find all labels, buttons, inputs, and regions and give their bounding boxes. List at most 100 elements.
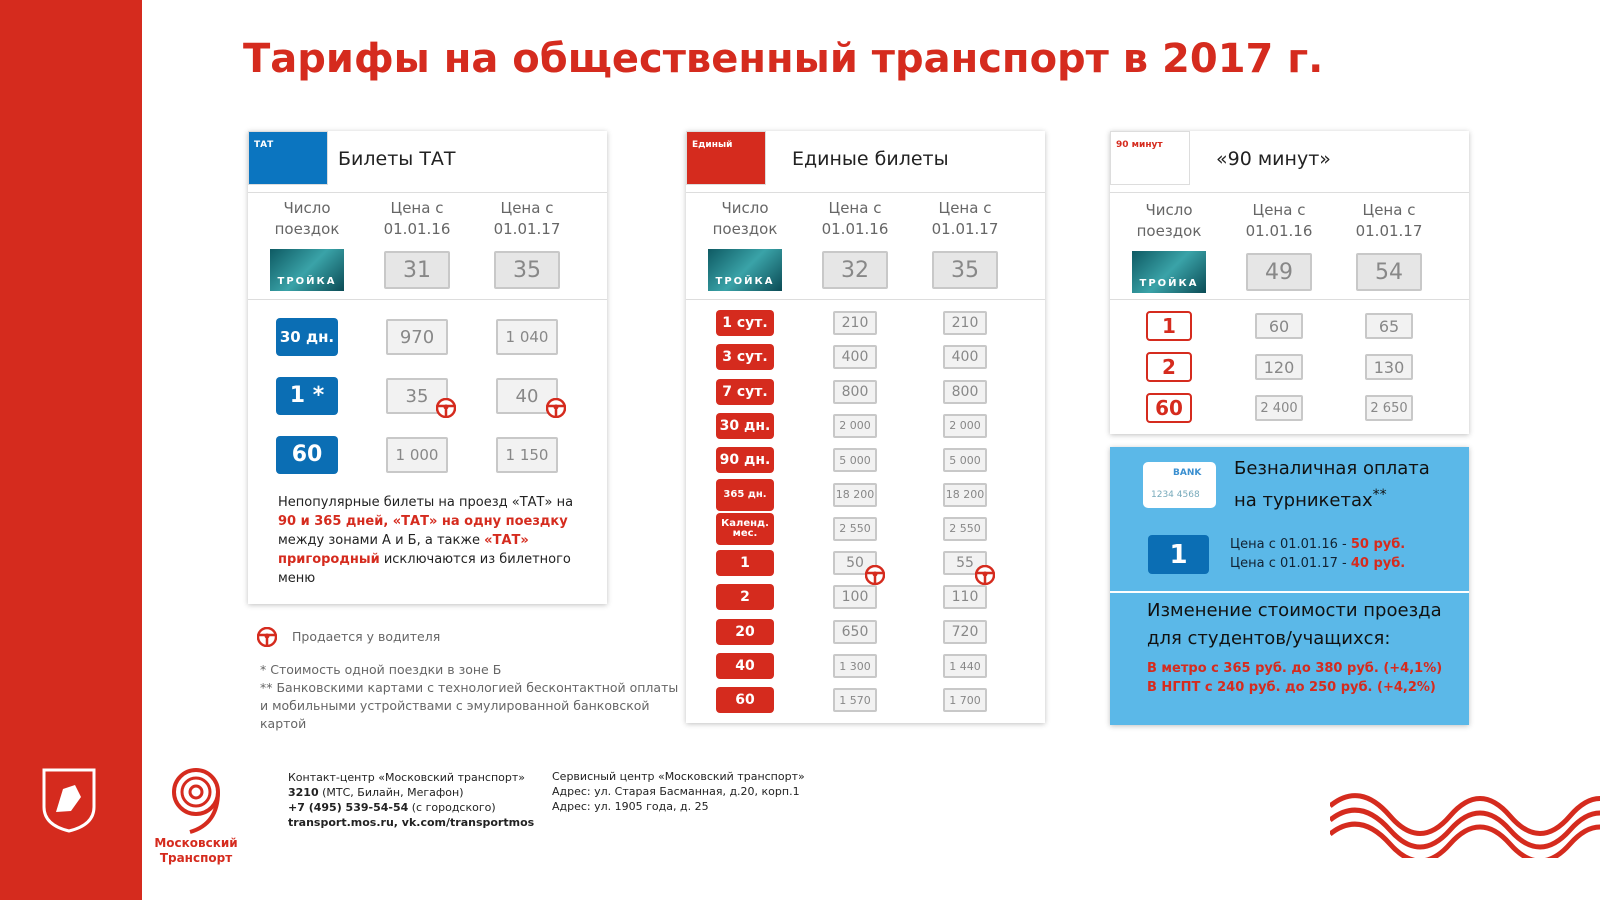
column-header: Цена с 01.01.16 <box>1245 201 1313 240</box>
bank-title-mark: ** <box>1372 487 1387 503</box>
bank-row-label: 1 <box>1148 535 1209 574</box>
bank-title: Безналичная оплата на турникетах** <box>1234 455 1444 514</box>
students-line: В метро с 365 руб. до 380 руб. (+4,1%) <box>1147 661 1443 676</box>
panel-name: Билеты ТАТ <box>338 148 456 170</box>
note-text: между зонами А и Б, а также <box>278 533 485 548</box>
footnote: * Стоимость одной поездки в зоне Б <box>260 662 502 677</box>
price-tag: 1 150 <box>496 437 558 473</box>
separator <box>1110 299 1469 300</box>
price-tag: 18 200 <box>943 482 987 507</box>
row-label: 1 <box>1146 311 1192 341</box>
price-tag: 32 <box>822 251 888 289</box>
row-label: 3 сут. <box>716 344 774 371</box>
column-header: Число поездок <box>1136 201 1202 240</box>
separator <box>248 299 607 300</box>
price-tag: 2 000 <box>833 413 877 438</box>
price-tag: 1 000 <box>386 437 448 473</box>
driver-icon <box>865 565 885 586</box>
contact-rest: (с городского) <box>408 801 496 814</box>
price-tag: 210 <box>833 311 877 335</box>
price-tag: 400 <box>833 345 877 370</box>
driver-icon <box>436 398 456 418</box>
driver-icon <box>975 565 995 586</box>
column-header: Цена с 01.01.17 <box>493 199 561 238</box>
price-tag: 100 <box>833 585 877 610</box>
row-label: 60 <box>716 687 774 714</box>
contact-rest: (МТС, Билайн, Мегафон) <box>318 786 464 799</box>
troika-card: ТРОЙКА <box>708 249 782 291</box>
panel-note: Непопулярные билеты на проезд «ТАТ» на 9… <box>278 493 578 588</box>
price-tag: 1 300 <box>833 654 877 678</box>
service-line: Адрес: ул. Старая Басманная, д.20, корп.… <box>552 785 800 798</box>
bank-divider <box>1110 591 1469 593</box>
tariff-panel: ТАТ Билеты ТАТ Число поездок Цена с 01.01.1… <box>248 131 607 604</box>
row-label: 1 * <box>276 377 338 415</box>
price-tag: 400 <box>943 345 987 370</box>
mt-logo-text: Московский Транспорт <box>154 836 238 865</box>
row-label: 2 <box>716 584 774 611</box>
wave-decoration <box>1330 793 1600 858</box>
service-line: Адрес: ул. 1905 года, д. 25 <box>552 800 709 813</box>
tariff-panel: 90 минут «90 минут» Число поездок Цена с 01… <box>1110 131 1469 434</box>
page-title: Тарифы на общественный транспорт в 2017 … <box>243 36 1324 82</box>
price-tag: 65 <box>1365 313 1413 339</box>
column-header: Число поездок <box>712 199 778 238</box>
panel-header <box>248 131 607 193</box>
bank-price-prefix: Цена с 01.01.16 - <box>1230 537 1351 552</box>
price-tag: 1 700 <box>943 688 987 713</box>
troika-card: ТРОЙКА <box>270 249 344 291</box>
note-text: 90 и 365 дней, «ТАТ» на одну поездку <box>278 514 568 529</box>
row-label: 60 <box>276 436 338 474</box>
column-header: Цена с 01.01.16 <box>383 199 451 238</box>
price-tag: 1 440 <box>943 654 987 678</box>
column-header: Цена с 01.01.17 <box>931 199 999 238</box>
bank-title-text: Безналичная оплата на турникетах <box>1234 458 1430 511</box>
row-label: 30 дн. <box>716 412 774 439</box>
price-tag: 120 <box>1255 354 1303 380</box>
note-text: исключаются из билетного меню <box>278 552 571 586</box>
coat-of-arms <box>42 768 96 833</box>
contact-site: transport.mos.ru, vk.com/transportmos <box>288 816 535 829</box>
row-label: 20 <box>716 618 774 645</box>
price-tag: 35 <box>494 251 560 289</box>
driver-legend: Продается у водителя <box>292 629 441 644</box>
price-tag: 110 <box>943 585 987 610</box>
row-label: 2 <box>1146 352 1192 382</box>
tariff-panel: Единый Единые билеты Число поездок Цена с 0… <box>686 131 1045 723</box>
contact-title: Контакт-центр «Московский транспорт» <box>288 771 525 784</box>
column-header: Число поездок <box>274 199 340 238</box>
students-line: В НГПТ с 240 руб. до 250 руб. (+4,2%) <box>1147 680 1436 695</box>
ticket-card: 90 минут <box>1110 131 1190 185</box>
row-label: 365 дн. <box>716 478 774 511</box>
troika-card: ТРОЙКА <box>1132 251 1206 293</box>
price-tag: 55 <box>943 551 987 576</box>
note-text: Непопулярные билеты на проезд «ТАТ» на <box>278 495 574 510</box>
contact-line: +7 (495) 539-54-54 (с городского) <box>288 800 496 815</box>
price-tag: 49 <box>1246 253 1312 291</box>
bank-card-number: 1234 4568 <box>1151 490 1200 500</box>
bank-price-prefix: Цена с 01.01.17 - <box>1230 556 1351 571</box>
panel-name: «90 минут» <box>1216 148 1331 170</box>
price-tag: 54 <box>1356 253 1422 291</box>
separator <box>686 299 1045 300</box>
ticket-card-text: Единый <box>692 140 733 150</box>
row-label: 40 <box>716 653 774 679</box>
bank-card: BANK 1234 4568 <box>1143 462 1216 508</box>
panel-name: Единые билеты <box>792 148 949 170</box>
ticket-card: ТАТ <box>248 131 328 185</box>
column-header: Цена с 01.01.17 <box>1355 201 1423 240</box>
side-strip <box>0 0 142 900</box>
row-label: 7 сут. <box>716 378 774 405</box>
contact-bold: 3210 <box>288 786 319 799</box>
price-tag: 2 650 <box>1365 395 1413 421</box>
bank-price-value: 40 руб. <box>1350 556 1406 571</box>
price-tag: 5 000 <box>833 448 877 473</box>
bank-price-value: 50 руб. <box>1350 537 1406 552</box>
price-tag: 800 <box>833 379 877 404</box>
ticket-card-text: ТАТ <box>254 140 274 150</box>
price-tag: 210 <box>943 311 987 335</box>
price-tag: 1 040 <box>496 319 558 355</box>
panel-header <box>686 131 1045 193</box>
driver-icon <box>257 627 277 647</box>
price-tag: 2 550 <box>943 516 987 541</box>
